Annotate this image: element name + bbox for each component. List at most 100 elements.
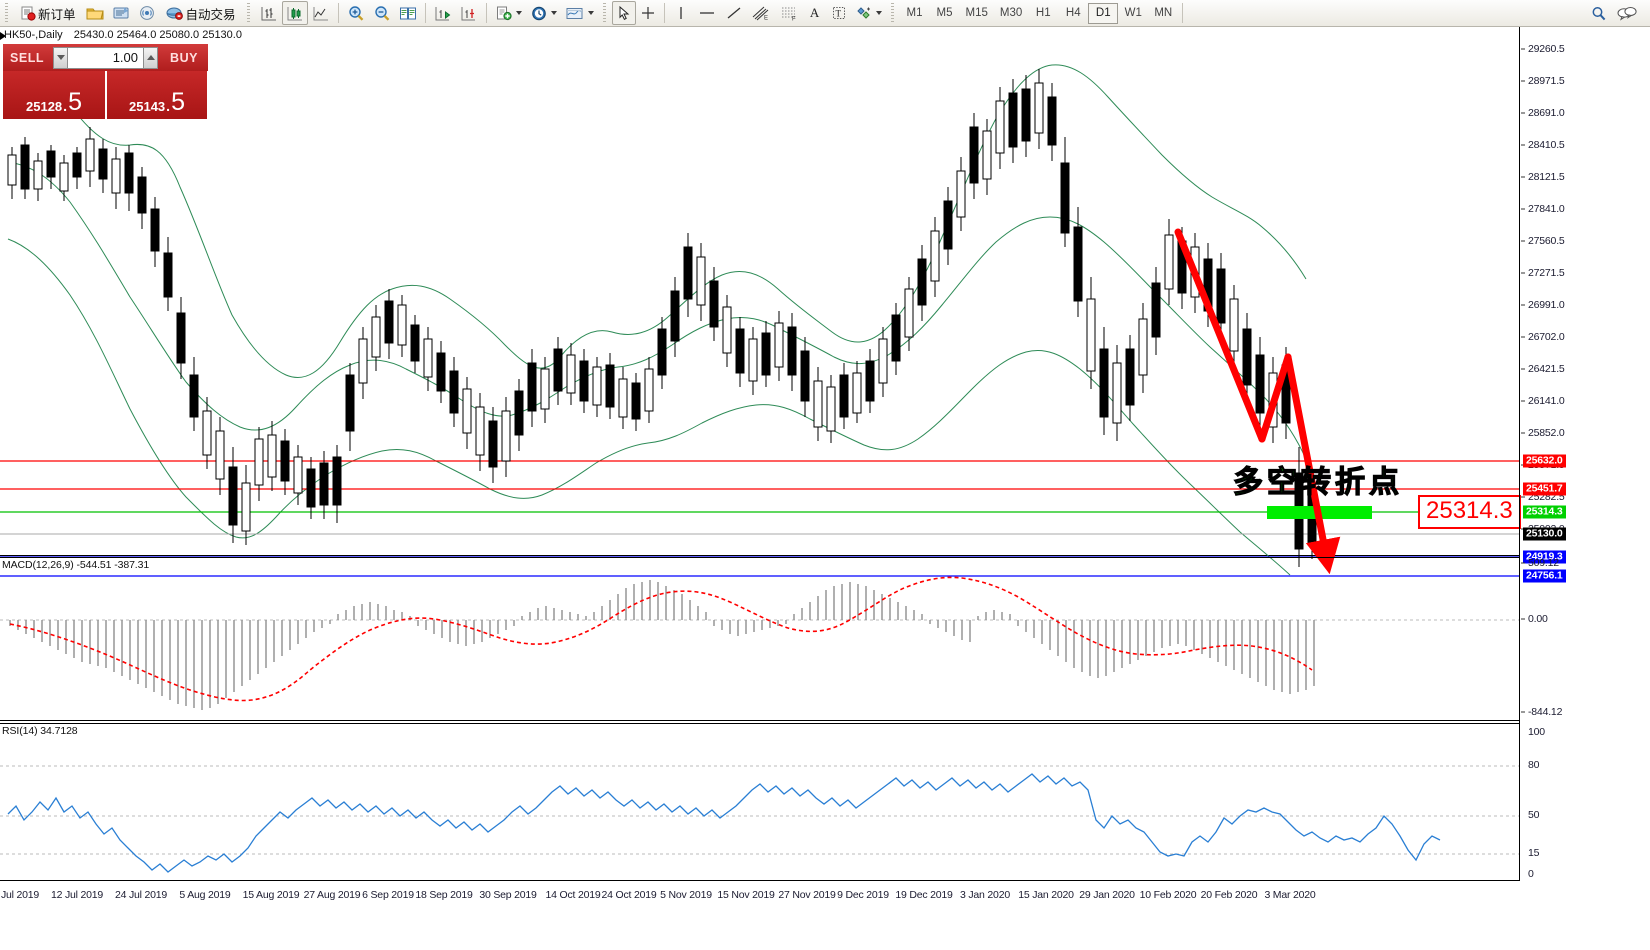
chevron-down-icon[interactable] (550, 11, 557, 15)
buy-button[interactable]: BUY (160, 44, 208, 71)
bar-chart-button[interactable] (256, 1, 282, 25)
text-label-button[interactable]: T (827, 1, 851, 25)
macd-pane[interactable]: MACD(12,26,9) -544.51 -387.31 (0, 557, 1519, 721)
equidistant-channel-button[interactable]: E (747, 1, 775, 25)
candle (943, 187, 953, 265)
autotrade-icon (166, 7, 183, 20)
one-click-trading-panel[interactable]: SELL 1.00 BUY 25128 . (3, 44, 208, 119)
candle (1125, 335, 1135, 421)
chevron-down-icon[interactable] (587, 11, 594, 15)
toolbar-grip[interactable] (3, 3, 11, 23)
autotrade-button[interactable]: 自动交易 (160, 1, 242, 25)
rsi-pane[interactable]: RSI(14) 34.7128 (0, 723, 1519, 881)
trend-arrow-down (1174, 228, 1266, 443)
candlestick-chart-button[interactable] (281, 1, 308, 25)
chart-container[interactable]: HK50-,Daily 25430.0 25464.0 25080.0 2513… (0, 27, 1650, 950)
sell-button[interactable]: SELL (3, 44, 51, 71)
date-label: 19 Dec 2019 (895, 889, 953, 901)
toolbar-grip-drawing[interactable] (600, 3, 609, 23)
candle (709, 267, 719, 341)
trade-panel-prices: 25128 . 5 25143 . 5 (3, 71, 208, 119)
fibonacci-button[interactable]: F (775, 1, 803, 25)
tile-windows-button[interactable] (395, 1, 421, 25)
candle (735, 317, 745, 387)
candle (878, 327, 888, 397)
date-label: 27 Aug 2019 (303, 889, 361, 901)
timeframe-m30[interactable]: M30 (999, 7, 1023, 19)
crosshair-button[interactable] (636, 1, 660, 25)
sell-price-separator: . (63, 98, 68, 114)
candle (228, 447, 238, 543)
value-axis-column[interactable]: 29260.5 28971.5 28691.0 28410.5 28121.5 … (1519, 27, 1650, 881)
level-tag-resistance-2[interactable]: 25451.7 (1523, 482, 1566, 496)
volume-input[interactable]: 1.00 (68, 46, 143, 69)
level-tag-support-2[interactable]: 24756.1 (1523, 569, 1566, 583)
timeframe-m15[interactable]: M15 (965, 7, 988, 19)
candle (579, 349, 589, 413)
timeframe-h1[interactable]: H1 (1035, 7, 1051, 19)
date-axis[interactable]: Jul 2019 12 Jul 2019 24 Jul 2019 5 Aug 2… (0, 883, 1650, 913)
volume-decrement-button[interactable] (53, 46, 68, 69)
objects-button[interactable] (851, 1, 886, 25)
text-button[interactable]: A (803, 1, 827, 25)
candle (683, 233, 693, 317)
timeframe-m5[interactable]: M5 (936, 7, 953, 19)
zoom-out-button[interactable] (369, 1, 395, 25)
symbol-ohlc: 25430.0 25464.0 25080.0 25130.0 (73, 29, 242, 41)
svg-text:E: E (764, 16, 768, 22)
rsi-tick: 80 (1528, 759, 1540, 771)
price-tick: 26141.0 (1528, 395, 1565, 407)
buy-price-display[interactable]: 25143 . 5 (105, 71, 207, 119)
symbol-name: HK50-,Daily (4, 29, 63, 41)
level-tag-last-price[interactable]: 25130.0 (1523, 527, 1566, 541)
candle (1242, 313, 1252, 401)
new-order-button[interactable]: 新订单 (14, 1, 82, 25)
chat-icon (1617, 6, 1637, 21)
period-button[interactable] (526, 1, 561, 25)
candle (59, 155, 69, 201)
folder-button[interactable] (82, 1, 108, 25)
timeframe-mn[interactable]: MN (1154, 7, 1173, 19)
crosshair-icon (641, 7, 654, 19)
search-button[interactable] (1586, 1, 1612, 25)
vertical-line-button[interactable] (669, 1, 693, 25)
level-tag-resistance-1[interactable]: 25632.0 (1523, 454, 1566, 468)
zoom-in-button[interactable] (343, 1, 369, 25)
timeframe-w1[interactable]: W1 (1124, 7, 1142, 19)
terminal-button[interactable] (108, 1, 134, 25)
auto-scroll-button[interactable] (430, 1, 456, 25)
candle (384, 289, 394, 359)
candle (358, 327, 368, 399)
chevron-down-icon[interactable] (515, 11, 522, 15)
chat-button[interactable] (1612, 1, 1642, 25)
volume-stepper[interactable]: 1.00 (51, 44, 160, 71)
sell-price-fraction: 5 (68, 88, 82, 116)
cursor-button[interactable] (611, 1, 636, 25)
sell-price-display[interactable]: 25128 . 5 (3, 71, 105, 119)
price-pane[interactable]: 多空转折点 25314.3 SELL 1.00 BU (0, 27, 1521, 577)
chart-shift-button[interactable] (456, 1, 482, 25)
volume-increment-button[interactable] (143, 46, 158, 69)
price-tick: 28410.5 (1528, 139, 1565, 151)
toolbar-grip-timeframes[interactable] (888, 3, 897, 23)
indicators-button[interactable] (561, 1, 598, 25)
candle (1164, 219, 1174, 305)
trendline-button[interactable] (721, 1, 747, 25)
turning-point-annotation: 多空转折点 (1232, 464, 1403, 500)
candle (20, 137, 30, 199)
price-tick: 27841.0 (1528, 203, 1565, 215)
candle (995, 87, 1005, 169)
timeframe-m1[interactable]: M1 (906, 7, 923, 19)
templates-button[interactable] (491, 1, 526, 25)
signals-button[interactable] (134, 1, 160, 25)
chevron-up-icon (146, 55, 155, 60)
line-chart-button[interactable] (308, 1, 334, 25)
chevron-down-icon[interactable] (875, 11, 882, 15)
timeframe-h4[interactable]: H4 (1065, 7, 1081, 19)
level-tag-pivot[interactable]: 25314.3 (1523, 505, 1566, 519)
level-tag-support-1[interactable]: 24919.3 (1523, 550, 1566, 564)
timeframe-d1[interactable]: D1 (1088, 2, 1119, 24)
toolbar-grip-charts[interactable] (244, 3, 253, 23)
candle (241, 465, 251, 545)
horizontal-line-button[interactable] (693, 1, 721, 25)
